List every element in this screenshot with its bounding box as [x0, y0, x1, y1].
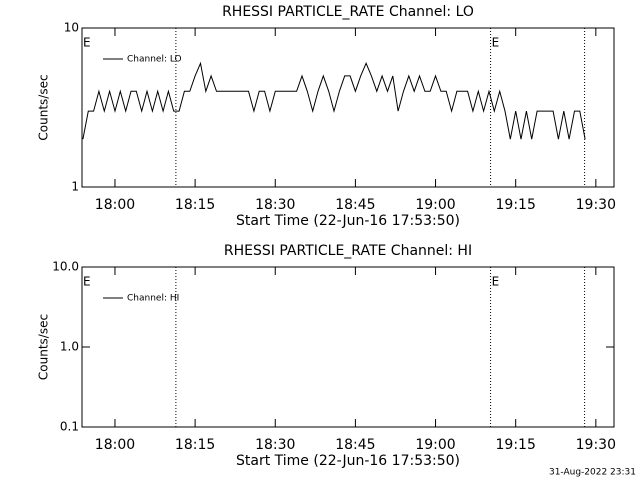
- x-axis-label: Start Time (22-Jun-16 17:53:50): [236, 213, 460, 229]
- y-tick-label: 10: [64, 21, 79, 35]
- y-tick-label: 10.0: [52, 260, 79, 274]
- x-tick-label: 19:00: [415, 437, 455, 453]
- y-tick-label: 0.1: [60, 420, 79, 434]
- annotation: E: [83, 275, 91, 289]
- legend-label: Channel: LO: [127, 55, 182, 65]
- x-tick-label: 18:45: [335, 197, 375, 213]
- x-tick-label: 18:00: [95, 437, 135, 453]
- plot-frame: [81, 27, 615, 188]
- x-tick-label: 19:30: [576, 197, 616, 213]
- x-tick-label: 18:15: [175, 197, 215, 213]
- y-tick-label: 1.0: [60, 340, 79, 354]
- x-tick-label: 19:15: [496, 437, 536, 453]
- x-tick-label: 19:30: [576, 437, 616, 453]
- x-tick-label: 18:00: [95, 197, 135, 213]
- y-tick-label: 1: [71, 180, 79, 194]
- x-tick-label: 18:30: [255, 437, 295, 453]
- x-axis-label: Start Time (22-Jun-16 17:53:50): [236, 453, 460, 469]
- x-tick-label: 18:30: [255, 197, 295, 213]
- annotation: E: [492, 275, 500, 289]
- chart-title: RHESSI PARTICLE_RATE Channel: HI: [224, 243, 472, 259]
- legend-label: Channel: HI: [127, 294, 179, 304]
- annotation: E: [83, 36, 91, 50]
- y-axis-label: Counts/sec: [37, 74, 51, 140]
- x-tick-label: 18:15: [175, 437, 215, 453]
- x-tick-label: 18:45: [335, 437, 375, 453]
- annotation: E: [492, 36, 500, 50]
- y-axis-label: Counts/sec: [37, 314, 51, 380]
- line: [82, 61, 586, 140]
- x-tick-label: 19:00: [415, 197, 455, 213]
- x-tick-label: 19:15: [496, 197, 536, 213]
- chart-title: RHESSI PARTICLE_RATE Channel: LO: [222, 4, 474, 20]
- footer: 31-Aug-2022 23:31: [549, 468, 636, 478]
- plot-frame: [81, 266, 615, 428]
